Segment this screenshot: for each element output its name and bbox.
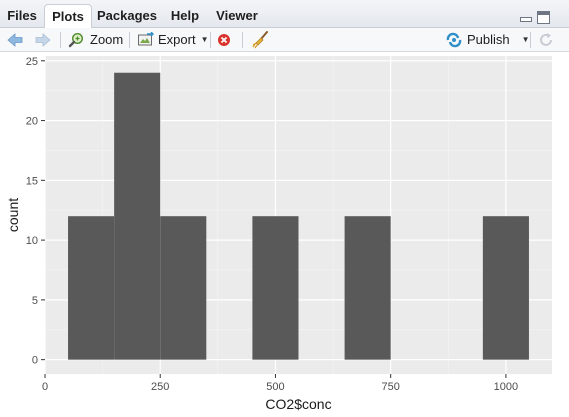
- clear-all-plots-button[interactable]: [252, 30, 270, 50]
- toolbar-separator: [242, 32, 243, 48]
- x-tick-label: 500: [266, 381, 284, 393]
- forward-arrow-icon: [35, 33, 51, 47]
- y-tick-label: 0: [32, 355, 38, 367]
- histogram-bar: [344, 216, 391, 360]
- zoom-label: Zoom: [90, 32, 124, 47]
- tab-viewer[interactable]: Viewer: [216, 8, 258, 23]
- pane-tab-bar: Files Plots Packages Help Viewer: [0, 0, 569, 29]
- toolbar-separator: [60, 32, 61, 48]
- histogram-bar: [68, 216, 115, 360]
- x-tick-label: 750: [382, 381, 400, 393]
- publish-icon: [446, 32, 462, 48]
- histogram-bar: [114, 72, 161, 360]
- export-icon: [138, 32, 154, 46]
- x-axis-label: CO2$conc: [265, 396, 331, 412]
- y-tick-label: 15: [26, 175, 38, 187]
- y-tick-label: 20: [26, 116, 38, 128]
- y-axis-label: count: [5, 198, 21, 232]
- chevron-down-icon: ▼: [200, 35, 209, 44]
- y-tick-label: 10: [26, 235, 38, 247]
- maximize-icon: [538, 12, 549, 15]
- x-tick-label: 1000: [494, 381, 518, 393]
- tab-packages[interactable]: Packages: [97, 8, 157, 23]
- x-tick-label: 250: [151, 381, 169, 393]
- tab-plots[interactable]: Plots: [44, 4, 92, 29]
- forward-button[interactable]: [34, 30, 52, 50]
- export-menu-button[interactable]: Export ▼: [137, 30, 209, 50]
- publish-label: Publish: [467, 32, 510, 47]
- zoom-icon: [68, 32, 84, 48]
- publish-button[interactable]: Publish ▼: [445, 30, 530, 50]
- x-tick-label: 0: [42, 381, 48, 393]
- toolbar-separator: [129, 32, 130, 48]
- toolbar-separator: [530, 32, 531, 48]
- remove-plot-button[interactable]: [217, 30, 231, 50]
- back-button[interactable]: [6, 30, 24, 50]
- tab-help[interactable]: Help: [170, 8, 200, 23]
- minimize-icon: [520, 17, 532, 22]
- maximize-pane-button[interactable]: [537, 11, 550, 24]
- minimize-pane-button[interactable]: [520, 11, 532, 23]
- histogram-bar: [482, 216, 529, 360]
- tab-files[interactable]: Files: [7, 8, 37, 23]
- refresh-button[interactable]: [538, 30, 554, 50]
- histogram-chart: 0 250 500 750 1000 0 5 10 15 20 25 CO2$conc count: [5, 56, 552, 412]
- refresh-icon: [540, 33, 552, 46]
- y-tick-label: 5: [32, 295, 38, 307]
- histogram-bar: [160, 216, 207, 360]
- export-label: Export: [158, 32, 196, 47]
- zoom-button[interactable]: Zoom: [68, 30, 123, 50]
- plots-toolbar: Zoom Export ▼: [0, 28, 569, 52]
- toolbar-separator: [210, 32, 211, 48]
- plot-viewer: 0 250 500 750 1000 0 5 10 15 20 25 CO2$conc count: [0, 52, 569, 417]
- broom-icon: [252, 31, 268, 49]
- chevron-down-icon: ▼: [521, 35, 530, 44]
- histogram-bar: [252, 216, 299, 360]
- y-tick-label: 25: [26, 56, 38, 68]
- remove-plot-icon: [218, 34, 230, 46]
- back-arrow-icon: [7, 33, 23, 47]
